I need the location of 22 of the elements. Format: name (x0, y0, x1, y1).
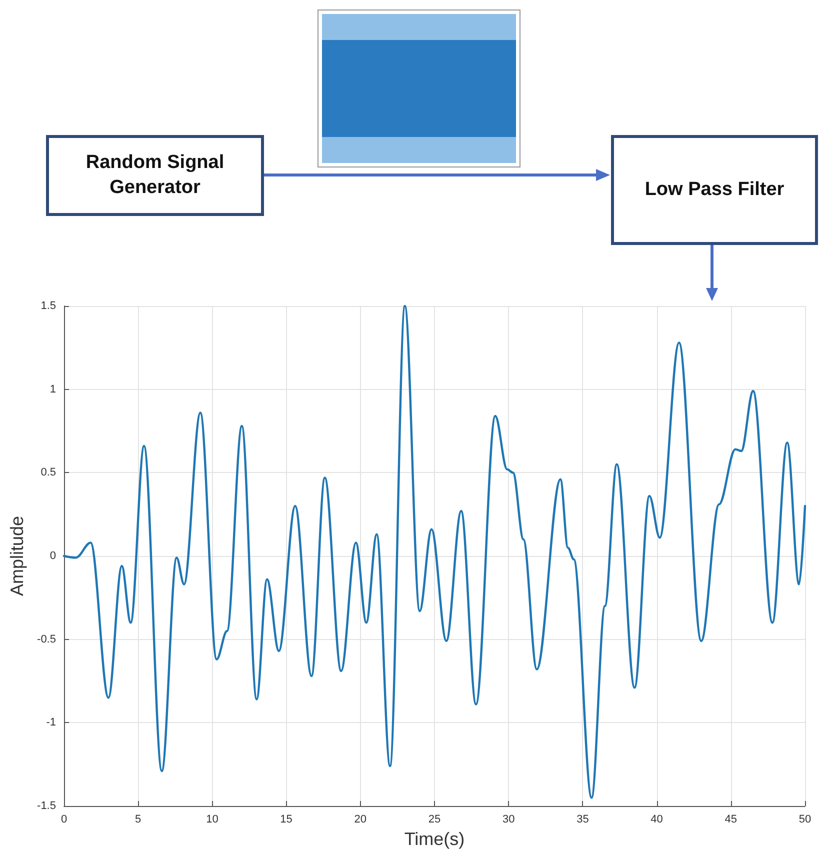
y-tick-label: -1.5 (37, 800, 56, 812)
x-tick-label: 15 (280, 814, 292, 826)
x-tick-label: 20 (354, 814, 367, 826)
text: Random Signal Generator (46, 135, 264, 216)
y-tick-label: 0.5 (40, 466, 56, 479)
y-tick-label: -1 (46, 716, 56, 729)
x-tick-label: 5 (135, 814, 142, 826)
x-tick-label: 35 (576, 814, 589, 826)
x-tick-label: 45 (724, 814, 738, 826)
x-tick-label: 30 (502, 814, 515, 826)
y-axis-title: Amplitude (7, 516, 28, 596)
text: Low Pass Filter (611, 135, 818, 245)
x-tick-label: 25 (428, 814, 441, 826)
x-tick-label: 40 (650, 814, 663, 826)
x-axis-title: Time(s) (404, 828, 465, 849)
x-tick-label: 0 (60, 814, 68, 826)
x-tick-label: 10 (206, 814, 218, 826)
y-tick-label: 0 (50, 550, 56, 562)
y-tick-label: 1 (50, 383, 56, 396)
y-tick-label: -0.5 (37, 633, 56, 646)
x-tick-label: 50 (798, 814, 812, 826)
y-tick-label: 1.5 (40, 300, 56, 312)
